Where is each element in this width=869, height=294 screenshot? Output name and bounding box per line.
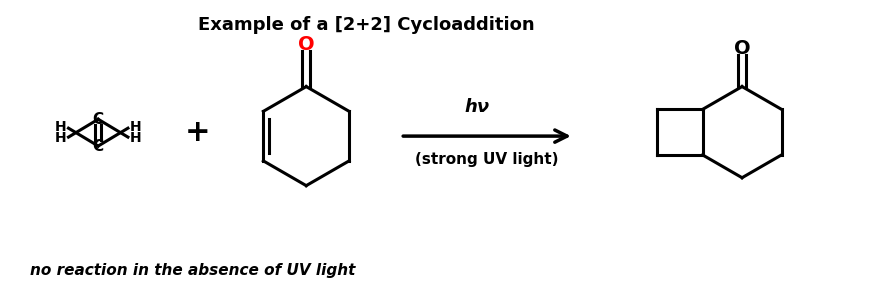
Text: +: + — [184, 118, 209, 147]
Text: H: H — [55, 131, 66, 145]
Text: O: O — [733, 39, 750, 59]
Text: O: O — [297, 36, 315, 54]
Text: no reaction in the absence of UV light: no reaction in the absence of UV light — [30, 263, 355, 278]
Text: hν: hν — [464, 98, 489, 116]
Text: (strong UV light): (strong UV light) — [415, 152, 558, 167]
Text: C: C — [92, 112, 103, 127]
Text: Example of a [2+2] Cycloaddition: Example of a [2+2] Cycloaddition — [197, 16, 534, 34]
Text: H: H — [55, 120, 66, 134]
Text: H: H — [129, 131, 142, 145]
Text: H: H — [129, 120, 142, 134]
Text: C: C — [92, 138, 103, 153]
